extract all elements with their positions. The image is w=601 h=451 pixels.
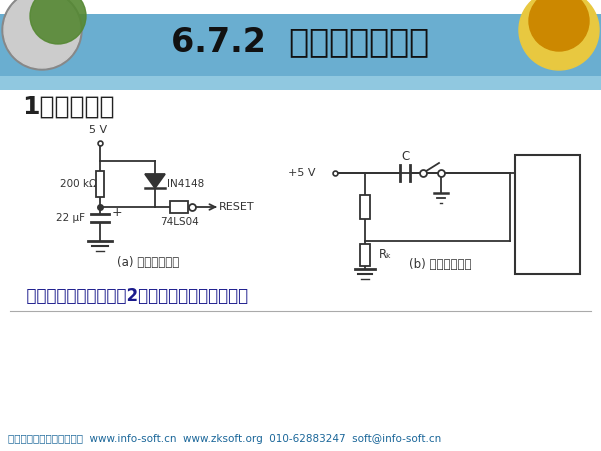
Circle shape	[30, 0, 86, 44]
Text: (b) 按钮复位电路: (b) 按钮复位电路	[409, 258, 471, 271]
Circle shape	[519, 0, 599, 70]
Bar	[360, 195, 370, 219]
Text: 1、复位方式: 1、复位方式	[22, 95, 115, 119]
Text: 中科信软高级技术培训中心  www.info-soft.cn  www.zksoft.org  010-62883247  soft@info-soft.cn: 中科信软高级技术培训中心 www.info-soft.cn www.zksoft…	[8, 434, 441, 444]
Text: Rₖ: Rₖ	[379, 249, 392, 262]
Text: 8751: 8751	[532, 196, 563, 209]
Text: 5 V: 5 V	[89, 125, 107, 135]
Text: 6.7.2  单片机工作方式: 6.7.2 单片机工作方式	[171, 26, 429, 59]
Text: 200 kΩ: 200 kΩ	[59, 179, 96, 189]
Text: RESET: RESET	[219, 202, 255, 212]
Text: 74LS04: 74LS04	[160, 217, 198, 227]
Bar	[0, 76, 601, 90]
Text: RST: RST	[534, 158, 561, 171]
Text: 22 μF: 22 μF	[55, 213, 85, 223]
Circle shape	[2, 0, 82, 70]
Bar	[96, 171, 104, 197]
Bar	[170, 201, 188, 213]
Text: (a) 上电复位电路: (a) 上电复位电路	[117, 257, 179, 270]
Text: +5 V: +5 V	[287, 168, 315, 178]
Circle shape	[529, 0, 589, 51]
Text: 高电平有效，输入至少2个机器周期以上的高电平: 高电平有效，输入至少2个机器周期以上的高电平	[15, 287, 248, 305]
Text: 8051: 8051	[532, 181, 563, 194]
Bar	[515, 155, 580, 274]
Text: IN4148: IN4148	[167, 179, 204, 189]
Bar	[360, 244, 370, 266]
Bar	[0, 90, 601, 451]
Polygon shape	[145, 174, 165, 188]
Text: +: +	[112, 207, 123, 220]
Bar	[0, 14, 601, 90]
Text: C: C	[401, 150, 409, 163]
Circle shape	[4, 0, 80, 68]
Text: R: R	[359, 201, 367, 213]
Text: 8031: 8031	[532, 211, 563, 224]
